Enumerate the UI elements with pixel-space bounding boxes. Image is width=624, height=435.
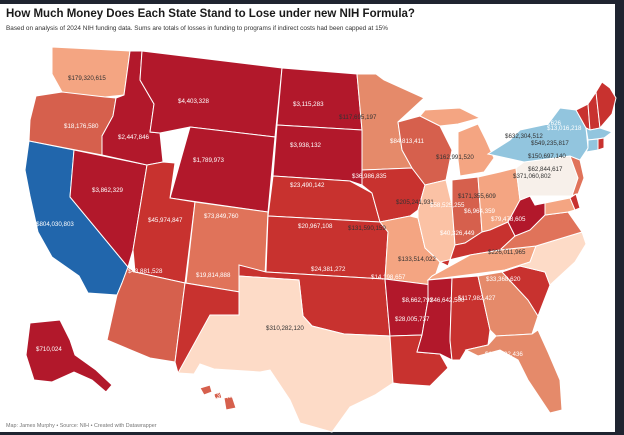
state-ME[interactable] [595,81,617,130]
label-MT: $4,403,328 [178,98,210,105]
label-NM: $19,814,888 [196,272,231,279]
label-LA: $28,005,737 [395,316,430,323]
label-KS: $20,967,108 [298,223,333,230]
label-CA: $804,030,803 [36,221,74,228]
label-MN: $117,695,197 [339,114,377,121]
state-NJ[interactable] [569,155,585,197]
label-VT: $7,872,626 [530,120,562,127]
state-TX[interactable] [177,275,394,433]
label-NY: $632,304,512 [505,133,543,140]
label-TX: $310,282,120 [266,325,304,332]
state-AK[interactable] [25,319,113,393]
state-HI[interactable] [199,384,237,411]
label-MI: $162,991,520 [436,154,474,161]
label-NC: $226,011,965 [488,249,526,256]
label-WI: $84,813,411 [390,138,425,145]
label-IN: $58,525,255 [430,202,465,209]
map-title: How Much Money Does Each State Stand to … [6,8,415,20]
state-MA[interactable] [585,127,614,141]
label-NV: $3,862,329 [92,187,124,194]
window-frame-right [615,0,624,435]
state-FL[interactable] [464,329,563,414]
label-MS: $8,662,792 [402,297,434,304]
label-WA: $179,320,615 [68,75,106,82]
label-OR: $18,176,580 [64,123,99,130]
label-ME: $25,284,219 [546,89,581,96]
label-MA: $549,235,817 [531,140,569,147]
label-AL: $46,642,500 [430,297,465,304]
label-OH: $171,355,609 [458,193,496,200]
label-FL: $123,982,436 [485,351,523,358]
label-IA: $36,986,835 [352,173,387,180]
label-KY: $40,326,449 [440,230,475,237]
label-IL: $205,241,931 [396,199,434,206]
state-CT[interactable] [585,138,599,153]
label-OK: $24,381,272 [311,266,346,273]
state-NC[interactable] [504,231,587,286]
window-frame-top [0,0,624,4]
map-footer-credits: Map: James Murphy • Source: NIH • Create… [6,423,157,429]
label-AR: $14,198,657 [371,274,406,281]
window-frame-bottom [0,432,624,435]
label-NH: $13,016,218 [547,125,582,132]
label-WV: $6,964,359 [464,208,496,215]
label-TN: $133,514,022 [398,256,436,263]
label-MO: $131,590,159 [348,225,386,232]
label-PA: $371,060,802 [513,173,551,180]
label-HI: $8,371,328 [208,393,240,400]
label-SD: $3,938,132 [290,142,322,149]
label-WY: $1,789,973 [193,157,225,164]
state-MT[interactable] [139,50,283,138]
label-NJ: $62,844,617 [528,166,563,173]
state-MI[interactable] [419,107,495,177]
label-ID: $2,447,846 [118,134,150,141]
state-RI[interactable] [597,137,605,151]
label-NE: $23,490,142 [290,182,325,189]
label-CT: $150,697,140 [528,153,566,160]
label-CO: $73,849,760 [204,213,239,220]
label-GA: $117,982,427 [458,295,496,302]
label-SC: $33,368,620 [486,276,521,283]
map-subtitle: Based on analysis of 2024 NIH funding da… [6,25,388,32]
label-AZ: $43,881,528 [128,268,163,275]
state-SD[interactable] [272,124,363,186]
label-UT: $45,974,847 [148,217,183,224]
label-VA: $79,478,605 [491,216,526,223]
state-WA[interactable] [51,46,131,98]
label-AK: $710,024 [36,346,62,353]
label-ND: $3,115,283 [293,101,324,108]
state-WY[interactable] [169,126,276,213]
